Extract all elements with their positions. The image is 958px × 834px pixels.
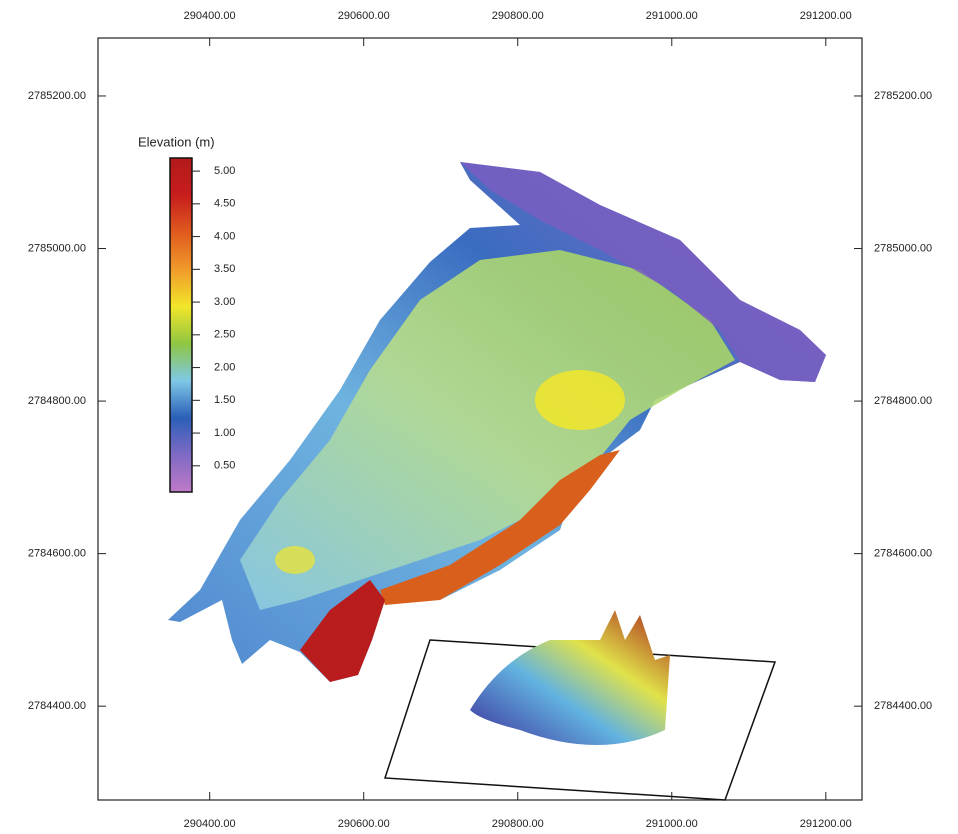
x-tick-label: 290400.00 [184,10,236,22]
x-tick-label: 290400.00 [184,818,236,830]
colorbar-title: Elevation (m) [138,134,215,149]
y-tick-label: 2784800.00 [28,395,86,407]
colorbar-tick-label: 1.50 [214,394,235,406]
colorbar-tick-label: 3.50 [214,263,235,275]
colorbar-tick-label: 5.00 [214,165,235,177]
x-tick-label: 291200.00 [800,818,852,830]
colorbar-tick-label: 0.50 [214,460,235,472]
colorbar-tick-label: 4.00 [214,230,235,242]
x-tick-label: 290800.00 [492,818,544,830]
y-tick-label: 2784400.00 [28,700,86,712]
x-tick-label: 290600.00 [338,818,390,830]
y-tick-label: 2784600.00 [28,548,86,560]
x-tick-label: 291000.00 [646,818,698,830]
colorbar-tick-label: 2.50 [214,329,235,341]
y-tick-label: 2784800.00 [874,395,932,407]
island [168,162,826,682]
y-tick-label: 2785000.00 [28,242,86,254]
y-tick-label: 2785200.00 [28,90,86,102]
x-tick-label: 290800.00 [492,10,544,22]
colorbar-tick-label: 4.50 [214,198,235,210]
y-tick-label: 2785000.00 [874,242,932,254]
x-tick-label: 291000.00 [646,10,698,22]
y-tick-label: 2784600.00 [874,548,932,560]
colorbar-ramp [170,158,192,492]
colorbar-tick-label: 1.00 [214,427,235,439]
inset-3d-view [385,610,775,800]
colorbar: Elevation (m) 0.50 1.00 1.50 2.00 2.50 3.00 3.… [138,134,235,492]
y-tick-label: 2784400.00 [874,700,932,712]
colorbar-tick-label: 3.00 [214,296,235,308]
y-tick-label: 2785200.00 [874,90,932,102]
x-tick-label: 290600.00 [338,10,390,22]
colorbar-tick-label: 2.00 [214,361,235,373]
map-figure: Elevation (m) 0.50 1.00 1.50 2.00 2.50 3.00 3.… [0,0,958,834]
x-tick-label: 291200.00 [800,10,852,22]
